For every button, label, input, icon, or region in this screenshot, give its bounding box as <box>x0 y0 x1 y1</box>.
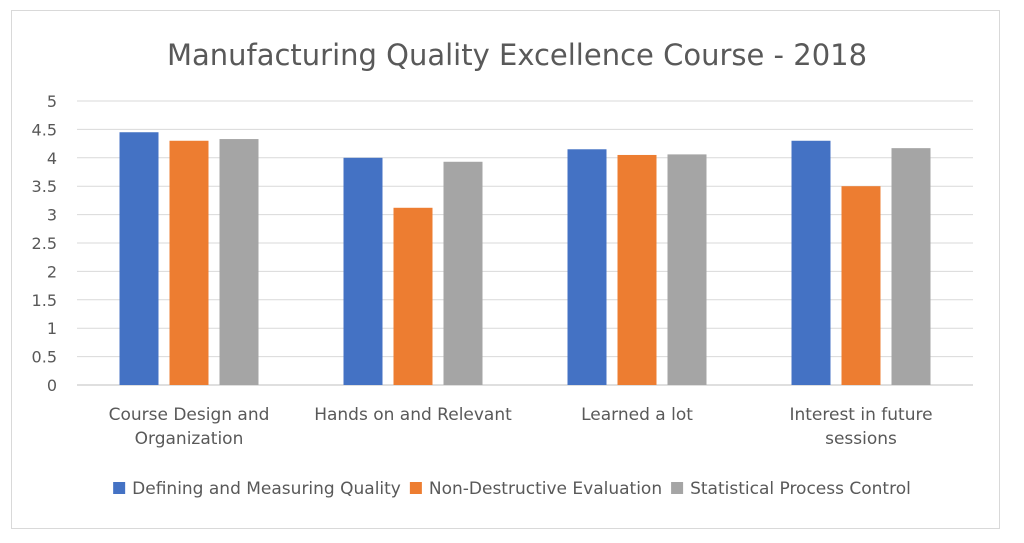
y-tick-label: 5 <box>47 92 57 111</box>
bar <box>617 154 657 385</box>
bar <box>343 157 383 385</box>
bar <box>841 186 881 385</box>
y-tick-label: 0 <box>47 376 57 395</box>
y-tick-label: 3 <box>47 206 57 225</box>
x-category-label: Learned a lot <box>581 405 693 425</box>
bar <box>443 161 483 385</box>
y-axis-ticks: 0 0.5 1 1.5 2 2.5 3 3.5 4 4.5 5 <box>32 92 57 395</box>
chart-title: Manufacturing Quality Excellence Course … <box>167 38 867 72</box>
bar <box>567 149 607 385</box>
legend-swatch <box>671 482 684 494</box>
y-tick-label: 2 <box>47 262 57 281</box>
legend-label: Non-Destructive Evaluation <box>429 479 662 499</box>
bars <box>119 132 931 385</box>
y-tick-label: 0.5 <box>32 348 57 367</box>
bar <box>393 207 433 385</box>
bar <box>667 154 707 385</box>
legend-item: Defining and Measuring Quality <box>113 479 401 499</box>
legend-swatch <box>409 482 422 494</box>
legend-item: Non-Destructive Evaluation <box>409 479 662 499</box>
y-tick-label: 4 <box>47 149 57 168</box>
y-tick-label: 3.5 <box>32 177 57 196</box>
bar <box>169 140 209 385</box>
x-category-label: Hands on and Relevant <box>314 405 512 425</box>
legend-label: Defining and Measuring Quality <box>132 479 401 499</box>
x-category-label: Course Design and Organization <box>109 405 270 449</box>
y-tick-label: 1.5 <box>32 291 57 310</box>
legend-label: Statistical Process Control <box>690 479 911 499</box>
legend-swatch <box>113 482 126 494</box>
y-tick-label: 4.5 <box>32 120 57 139</box>
legend-item: Statistical Process Control <box>671 479 911 499</box>
bar <box>219 139 259 385</box>
x-axis-categories: Course Design and Organization Hands on an… <box>109 405 933 449</box>
y-tick-label: 2.5 <box>32 234 57 253</box>
gridlines <box>77 100 973 386</box>
y-tick-label: 1 <box>47 319 57 338</box>
legend: Defining and Measuring Quality Non-Destru… <box>113 479 911 499</box>
bar <box>791 140 831 385</box>
bar <box>119 132 159 385</box>
x-category-label: Interest in future sessions <box>789 405 932 449</box>
bar <box>891 148 931 385</box>
